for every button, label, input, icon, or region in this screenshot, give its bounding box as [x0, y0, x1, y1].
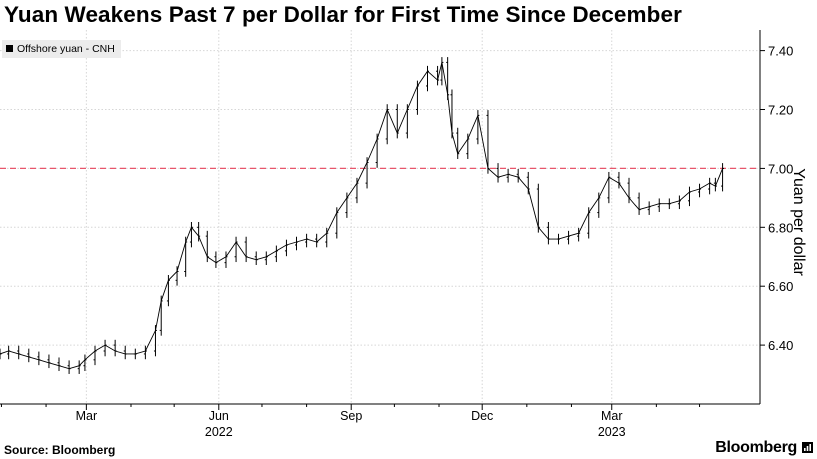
series-line [0, 62, 724, 370]
year-label: 2022 [205, 425, 233, 439]
axes: 6.40 6.60 6.80 7.00 7.20 7.40 Mar Jun Sep Dec Mar 2… [0, 30, 793, 439]
legend-swatch [6, 45, 13, 52]
legend: Offshore yuan - CNH [2, 40, 121, 58]
y-tick-label: 6.60 [768, 279, 793, 294]
x-tick-label: Jun [209, 409, 229, 423]
y-tick-label: 7.00 [768, 161, 793, 176]
source-note: Source: Bloomberg [4, 443, 116, 457]
price-bars [0, 57, 725, 374]
x-tick-label: Mar [76, 409, 98, 423]
bar-chart-icon [802, 442, 813, 453]
y-tick-label: 6.40 [768, 338, 793, 353]
y-tick-label: 7.20 [768, 103, 793, 118]
chart-title: Yuan Weakens Past 7 per Dollar for First… [4, 2, 682, 27]
y-tick-label: 7.40 [768, 44, 793, 59]
year-label: 2023 [598, 425, 626, 439]
y-tick-label: 6.80 [768, 220, 793, 235]
x-tick-label: Mar [601, 409, 623, 423]
x-tick-label: Sep [340, 409, 362, 423]
grid-lines [0, 30, 760, 404]
bloomberg-logo: Bloomberg [715, 439, 797, 456]
x-tick-label: Dec [471, 409, 493, 423]
legend-label: Offshore yuan - CNH [17, 43, 115, 55]
y-axis-label: Yuan per dollar [790, 168, 807, 276]
